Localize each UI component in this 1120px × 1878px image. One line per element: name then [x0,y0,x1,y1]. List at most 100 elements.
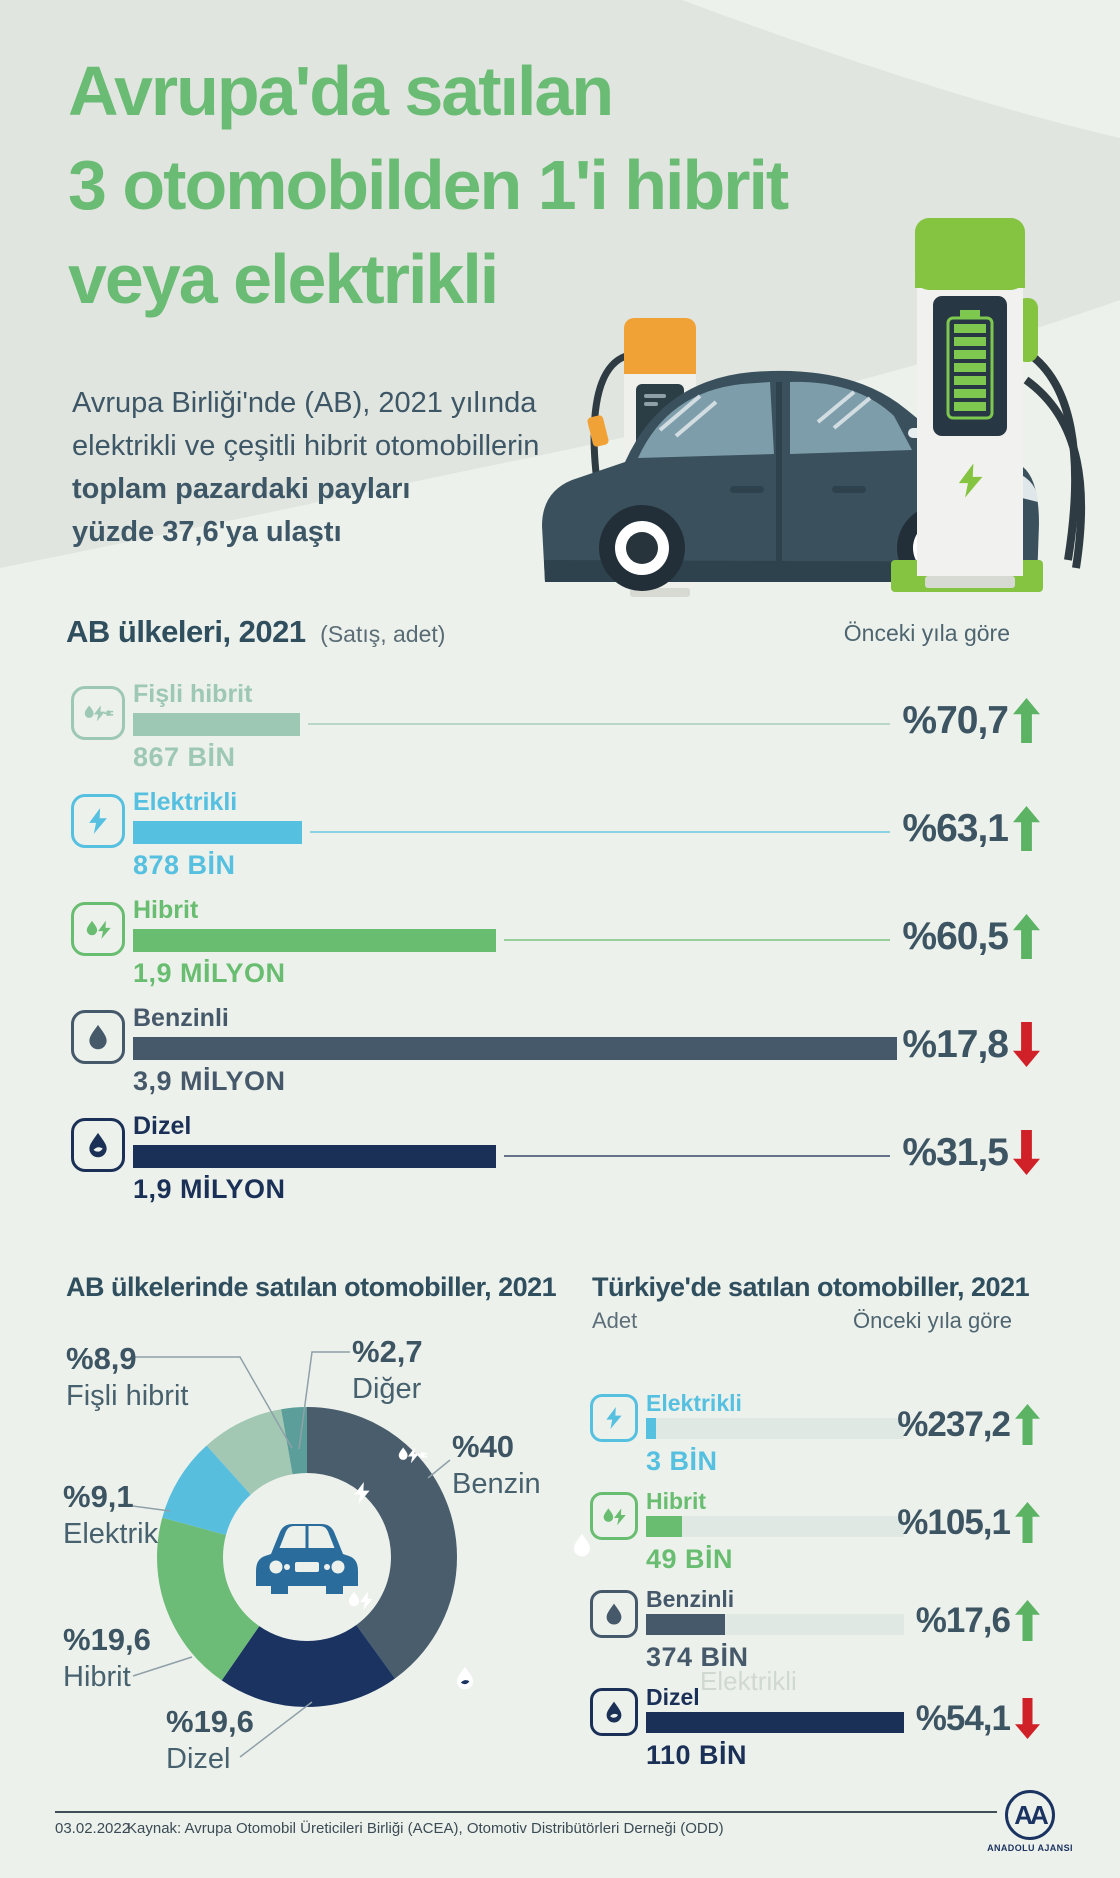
ev-charging-illustration [542,218,1086,597]
slice-pct: %8,9 [66,1341,137,1376]
anadolu-ajansi-wordmark: ANADOLU AJANSI [987,1843,1073,1853]
slice-label: Dizel [166,1743,231,1775]
turkey-col-right: Önceki yıla göre [853,1308,1012,1333]
bar-connector-line [504,1155,890,1157]
hybrid-icon [590,1492,638,1540]
row-value: 3 BİN [646,1446,718,1476]
row-label: Hibrit [133,896,199,924]
row-label: Benzinli [133,1004,229,1032]
ghost-text-artifact: Elektrikli [700,1666,797,1696]
row-value: 374 BİN [646,1642,749,1672]
bar-connector-line [310,831,890,833]
plug-hybrid-icon [71,686,125,740]
slice-pct: %40 [452,1429,515,1464]
slice-label: Elektrik [63,1518,159,1550]
hybrid-icon [71,902,125,956]
ev-charger-illustration [891,218,1086,592]
slice-pct: %2,7 [352,1334,423,1369]
donut-slice-dizel [157,1407,457,1707]
bar-connector-line [308,723,890,725]
row-label: Hibrit [646,1488,707,1514]
bar-track [646,1712,904,1733]
footer-divider [55,1811,997,1813]
pct-change: %54,1 [916,1698,1040,1739]
row-label: Elektrikli [646,1390,742,1416]
trend-down-arrow-icon [1013,1022,1040,1067]
row-label: Elektrikli [133,788,238,816]
callout-diger: %2,7 Diğer [352,1333,423,1408]
callout-elektrik: %9,1 Elektrik [63,1478,158,1553]
eu-row-elektrikli: Elektrikli 878 BİN %63,1 [0,788,1120,896]
slice-label: Hibrit [63,1661,131,1693]
trend-down-arrow-icon [1013,1130,1040,1175]
trend-down-arrow-icon [1015,1698,1040,1739]
bar-track [646,1614,904,1635]
bar-connector-line [504,939,890,941]
bar [133,713,300,736]
pct-change: %60,5 [902,914,1040,959]
pct-value: %17,8 [902,1022,1009,1066]
droplet-eco-icon [590,1688,638,1736]
row-label: Benzinli [646,1586,735,1612]
tr-row-hibrit: Hibrit 49 BİN %105,1 [0,1488,1120,1586]
row-value: 867 BİN [133,742,236,772]
droplet-icon [590,1590,638,1638]
bar [646,1516,682,1537]
pct-value: %70,7 [902,698,1009,742]
pct-value: %105,1 [897,1502,1011,1542]
pct-change: %70,7 [902,698,1040,743]
trend-up-arrow-icon [1015,1502,1040,1543]
subtitle-line: toplam pazardaki payları [72,473,411,505]
callout-fisli-hibrit: %8,9 Fişli hibrit [66,1340,188,1415]
donut-slice-diğer [157,1407,457,1707]
bar [646,1418,656,1439]
subtitle-line: elektrikli ve çeşitli hibrit otomobiller… [72,430,540,462]
title-line: 3 otomobilden 1'i hibrit [68,146,789,224]
row-label: Fişli hibrit [133,680,253,708]
pct-change: %17,6 [916,1600,1040,1641]
droplet-eco-icon [71,1118,125,1172]
pct-change: %31,5 [902,1130,1040,1175]
donut-heading: AB ülkelerinde satılan otomobiller, 2021 [66,1272,557,1302]
title-line: veya elektrikli [68,240,499,318]
row-label: Dizel [133,1112,192,1140]
pct-value: %237,2 [897,1404,1011,1444]
slice-label: Diğer [352,1373,422,1405]
bolt-icon [590,1394,638,1442]
droplet-icon [71,1010,125,1064]
bar [646,1614,725,1635]
anadolu-ajansi-logo: AA [1005,1790,1055,1840]
subtitle-line: yüzde 37,6'ya ulaştı [72,516,342,548]
slice-label: Benzin [452,1468,541,1500]
trend-up-arrow-icon [1015,1600,1040,1641]
bar-track [646,1418,904,1439]
callout-benzin: %40 Benzin [452,1428,541,1503]
pct-change: %17,8 [902,1022,1040,1067]
slice-label: Fişli hibrit [66,1380,189,1412]
subtitle-line: Avrupa Birliği'nde (AB), 2021 yılında [72,387,537,419]
row-label: Dizel [646,1684,700,1710]
pct-change: %237,2 [897,1404,1040,1445]
eu-row-fisli-hibrit: Fişli hibrit 867 BİN %70,7 [0,680,1120,788]
pct-value: %60,5 [902,914,1009,958]
callout-hibrit: %19,6 Hibrit [63,1621,151,1696]
eu-chart-heading-note: (Satış, adet) [320,621,446,647]
trend-up-arrow-icon [1015,1404,1040,1445]
eu-chart-right-column-label: Önceki yıla göre [843,620,1010,646]
tr-row-elektrikli: Elektrikli 3 BİN %237,2 [0,1390,1120,1488]
row-value: 878 BİN [133,850,236,880]
eu-row-hibrit: Hibrit 1,9 MİLYON %60,5 [0,896,1120,1004]
pct-change: %63,1 [902,806,1040,851]
eu-chart-heading: AB ülkeleri, 2021 (Satış, adet) [66,614,446,649]
footer-source: Kaynak: Avrupa Otomobil Üreticileri Birl… [127,1820,724,1837]
donut-chart [157,1407,457,1707]
pct-value: %63,1 [902,806,1009,850]
donut-slice-hibrit [157,1407,457,1707]
tr-row-benzinli: Benzinli 374 BİN %17,6 [0,1586,1120,1684]
row-value: 1,9 MİLYON [133,1174,286,1204]
slice-pct: %19,6 [166,1704,254,1739]
footer-date: 03.02.2022 [55,1820,131,1837]
pct-change: %105,1 [897,1502,1040,1543]
pct-value: %31,5 [902,1130,1009,1174]
bolt-icon [71,794,125,848]
